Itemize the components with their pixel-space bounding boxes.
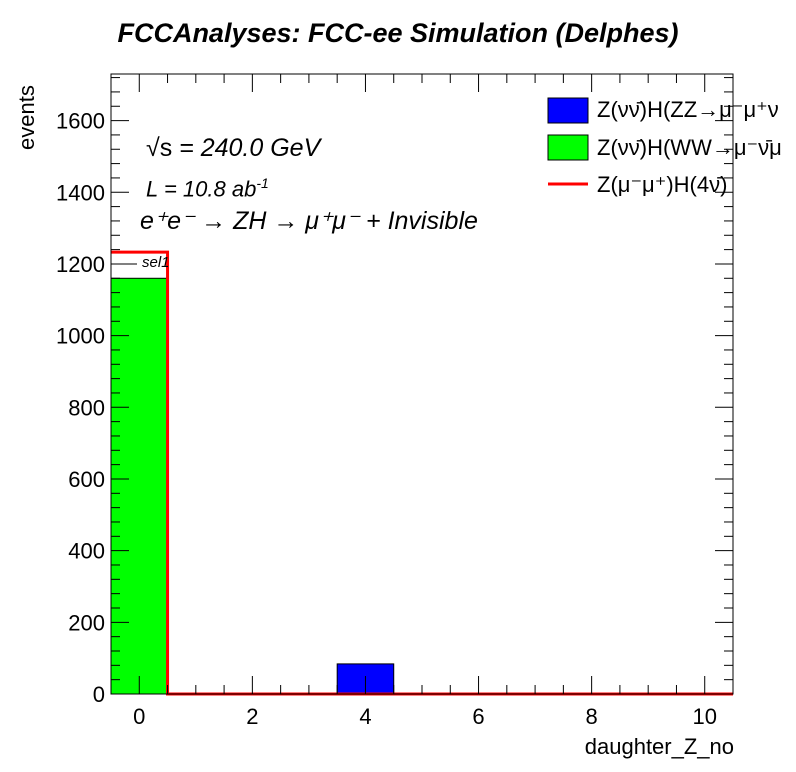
luminosity-annotation: L = 10.8 ab-1 — [146, 175, 269, 202]
y-tick-label: 200 — [68, 610, 105, 635]
luminosity-exponent: -1 — [256, 175, 269, 191]
luminosity-base: L = 10.8 ab — [146, 176, 257, 202]
energy-annotation: √s = 240.0 GeV — [146, 134, 320, 163]
y-tick-label: 1200 — [56, 252, 105, 277]
process-annotation: e⁺e⁻ → ZH → μ⁺μ⁻ + Invisible — [140, 207, 478, 235]
y-tick-label: 800 — [68, 395, 105, 420]
plot-frame — [110, 73, 734, 695]
energy-sqrt: √s — [146, 134, 173, 162]
chart-title: FCCAnalyses: FCC-ee Simulation (Delphes) — [117, 18, 679, 48]
y-axis-label: events — [14, 85, 39, 150]
selection-label: sel1 — [142, 254, 170, 271]
x-tick-label: 0 — [133, 704, 145, 729]
y-tick-label: 400 — [68, 539, 105, 564]
y-tick-label: 1000 — [56, 324, 105, 349]
x-tick-label: 2 — [246, 704, 258, 729]
x-tick-label: 10 — [692, 704, 716, 729]
bar-series1-bin0 — [110, 277, 169, 695]
y-tick-label: 600 — [68, 467, 105, 492]
energy-value: = 240.0 GeV — [172, 134, 321, 162]
lines-layer — [111, 250, 733, 696]
line-series-0 — [111, 250, 733, 696]
x-tick-label: 4 — [359, 704, 371, 729]
y-tick-label: 0 — [93, 682, 105, 707]
legend-swatch-1 — [547, 134, 589, 161]
axes-layer: 0 2 4 6 8 10 0 200 400 600 800 1000 1200 1400 1600 — [56, 73, 734, 729]
x-tick-label: 6 — [472, 704, 484, 729]
legend-marks — [547, 97, 589, 186]
legend-label-zz: Z(νν̄)H(ZZ→μ⁻μ⁺ν — [597, 97, 779, 122]
y-tick-label: 1600 — [56, 109, 105, 134]
bars-layer — [110, 277, 395, 695]
y-tick-label: 1400 — [56, 180, 105, 205]
legend-label-ww: Z(νν̄)H(WW→μ⁻ν̄μ — [597, 135, 782, 160]
legend-swatch-0 — [547, 97, 589, 124]
x-tick-label: 8 — [586, 704, 598, 729]
legend-label-4nu: Z(μ⁻μ⁺)H(4ν̄) — [597, 172, 728, 197]
x-axis-label: daughter_Z_no — [584, 734, 734, 759]
